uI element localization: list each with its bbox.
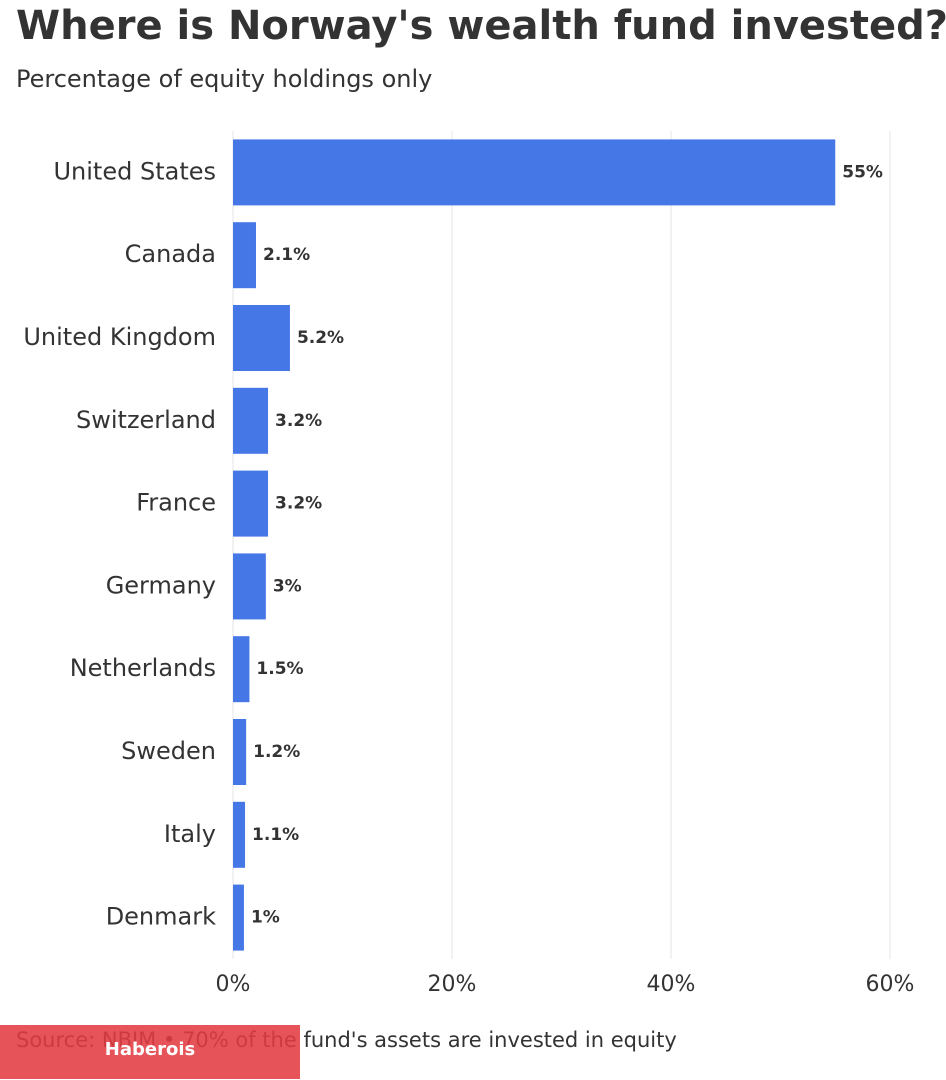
value-label: 2.1% (263, 245, 310, 265)
bar (233, 553, 266, 620)
y-tick-label: Denmark (106, 903, 216, 931)
value-label: 1.2% (253, 742, 300, 762)
plot: 0% 20% 40% 60% United States 55% Canada 2.1% Uni… (23, 131, 914, 997)
bar (233, 305, 290, 371)
watermark-box (0, 1025, 300, 1079)
chart-title: Where is Norway's wealth fund invested? (16, 3, 946, 49)
bar (233, 139, 836, 206)
x-tick-label: 40% (647, 972, 696, 997)
bar (233, 636, 250, 703)
bar (233, 222, 256, 289)
y-tick-label: Sweden (121, 737, 216, 765)
watermark: Haberois (105, 1039, 195, 1060)
value-label: 3.2% (275, 411, 322, 431)
value-label: 3% (273, 576, 302, 596)
bar (233, 801, 246, 868)
value-label: 1% (251, 908, 280, 928)
y-tick-label: Germany (106, 571, 216, 599)
chart-subtitle: Percentage of equity holdings only (16, 65, 432, 93)
x-tick-label: 0% (216, 972, 251, 997)
value-label: 55% (842, 162, 883, 182)
value-label: 1.5% (256, 659, 303, 679)
bar (233, 387, 269, 454)
y-tick-label: France (136, 489, 216, 517)
x-tick-label: 60% (866, 972, 915, 997)
x-tick-label: 20% (428, 972, 477, 997)
y-tick-label: Canada (125, 240, 216, 268)
y-tick-label: Italy (164, 820, 216, 848)
value-label: 1.1% (252, 825, 299, 845)
y-tick-label: Switzerland (76, 406, 216, 434)
value-label: 3.2% (275, 494, 322, 514)
y-tick-label: United Kingdom (23, 323, 216, 351)
y-tick-label: Netherlands (70, 654, 216, 682)
bar (233, 719, 247, 785)
value-label: 5.2% (297, 328, 344, 348)
bar (233, 470, 269, 537)
bar (233, 884, 244, 951)
y-tick-label: United States (53, 157, 216, 185)
